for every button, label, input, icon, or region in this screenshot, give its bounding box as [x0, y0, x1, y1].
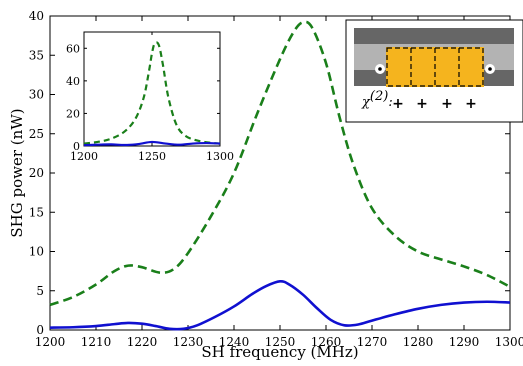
y-tick-label: 25: [29, 127, 44, 141]
y-tick-label: 5: [36, 284, 44, 298]
solid-series-line: [83, 140, 221, 147]
polarity-sign: +: [441, 96, 453, 112]
y-tick-label: 60: [66, 42, 80, 55]
x-tick-label: 1290: [449, 335, 480, 349]
y-tick-label: 15: [29, 205, 44, 219]
polarity-sign: +: [465, 96, 477, 112]
inset-plot-frame: [83, 31, 221, 147]
y-tick-label: 10: [29, 245, 44, 259]
x-tick-label: 1280: [403, 335, 434, 349]
polarity-sign: +: [392, 96, 404, 112]
schematic-inset: χ(2): + + + +: [345, 19, 523, 123]
y-axis-label: SHG power (nW): [8, 108, 26, 237]
x-tick-label: 1300: [206, 150, 234, 163]
y-tick-label: 20: [29, 166, 44, 180]
y-tick-label: 30: [29, 88, 44, 102]
x-tick-label: 1200: [70, 150, 98, 163]
polarity-sign: +: [416, 96, 428, 112]
x-tick-label: 1250: [265, 335, 296, 349]
x-tick-label: 1220: [127, 335, 158, 349]
dashed-series-line: [83, 41, 221, 145]
x-tick-label: 1260: [311, 335, 342, 349]
x-tick-label: 1200: [35, 335, 66, 349]
x-tick-label: 1250: [138, 150, 166, 163]
y-tick-label: 35: [29, 48, 44, 62]
inset-chart: 1200 1250 1300 0 20 40 60: [66, 31, 234, 163]
y-tick-label: 0: [36, 323, 44, 337]
domain-boundaries: [386, 47, 484, 87]
y-tick-label: 40: [29, 9, 44, 23]
dashed-series-line: [49, 20, 511, 307]
y-tick-label: 0: [73, 140, 80, 153]
x-tick-label: 1270: [357, 335, 388, 349]
x-tick-label: 1230: [173, 335, 204, 349]
y-tick-label: 20: [66, 107, 80, 120]
x-axis-label: SH frequency (MHz): [201, 343, 358, 361]
chi-label: χ(2):: [361, 89, 393, 110]
solid-series-line: [49, 279, 511, 331]
x-tick-label: 1240: [219, 335, 250, 349]
x-tick-label: 1210: [81, 335, 112, 349]
y-tick-label: 40: [66, 75, 80, 88]
x-tick-label: 1300: [495, 335, 523, 349]
